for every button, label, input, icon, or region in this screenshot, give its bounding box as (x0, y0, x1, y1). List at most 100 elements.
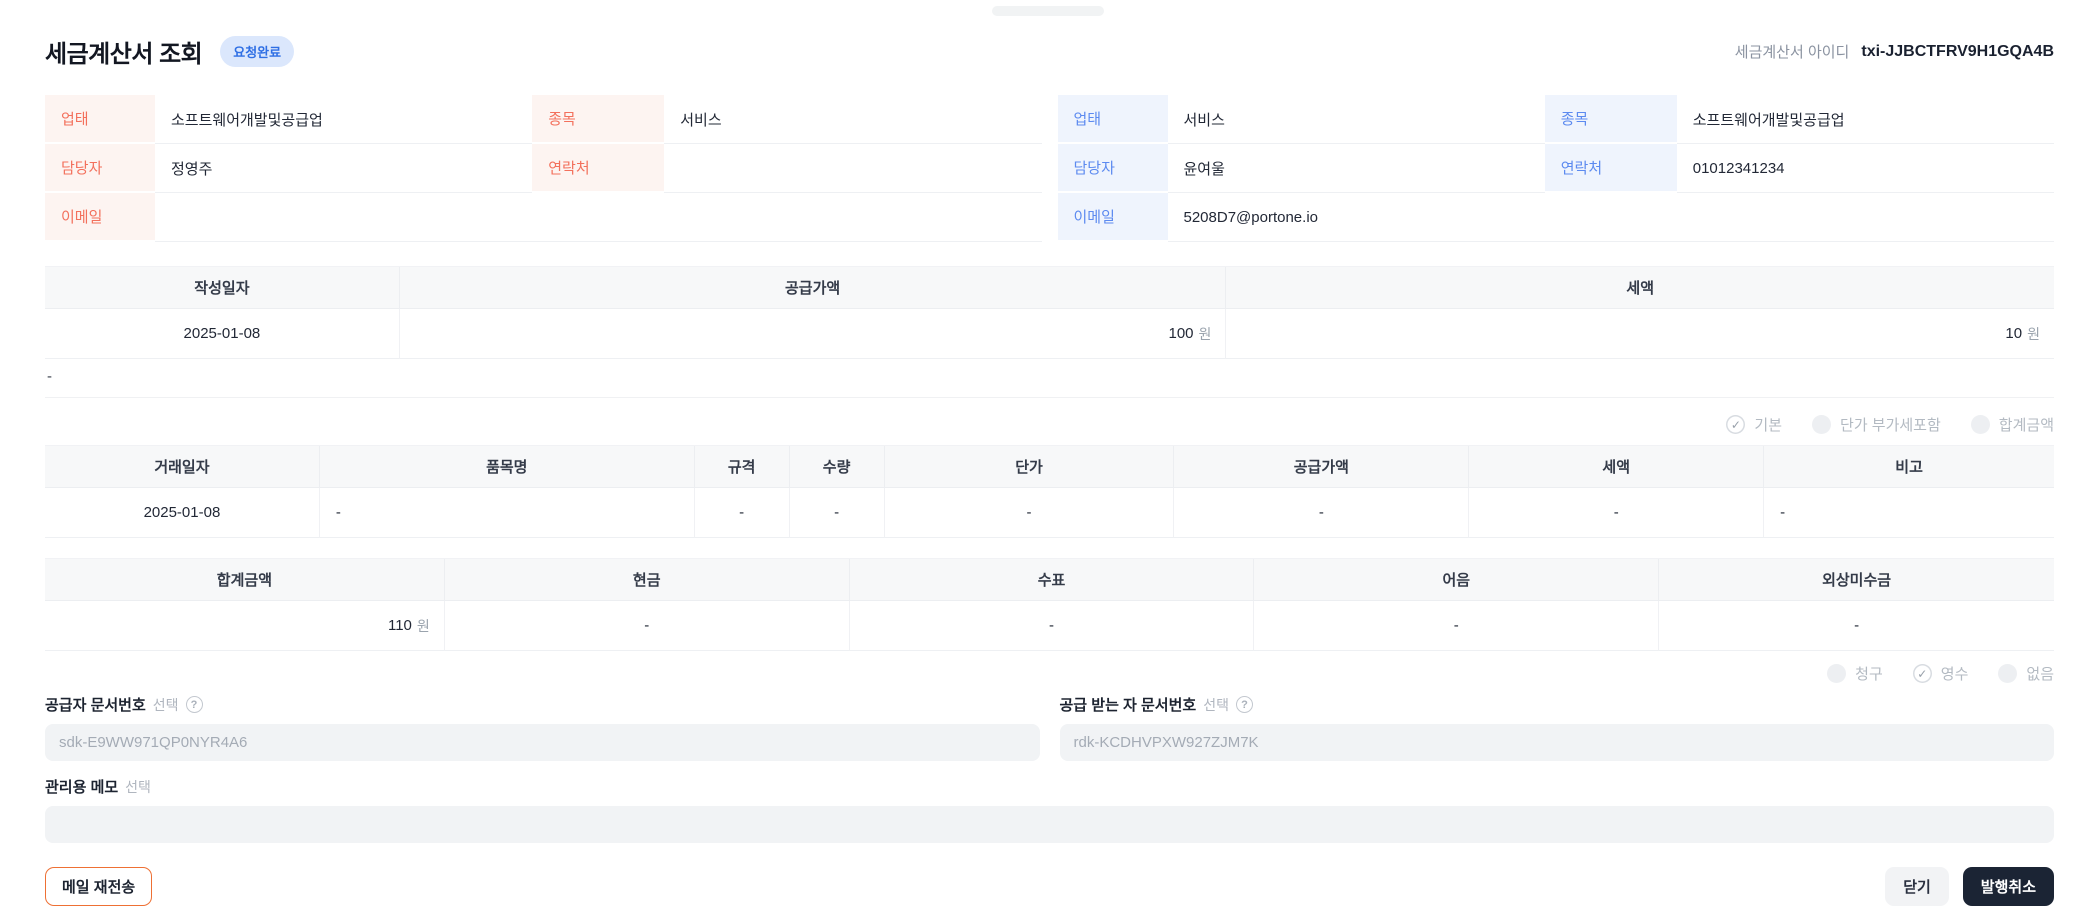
column-header-unit-price: 단가 (884, 446, 1175, 488)
check-icon: ✓ (1917, 666, 1928, 681)
column-header-tax-amount: 세액 (1226, 267, 2054, 309)
memo-field: 관리용 메모 선택 (45, 776, 2054, 843)
close-button[interactable]: 닫기 (1885, 867, 1949, 906)
tax-amount: 10 (2005, 325, 2023, 342)
memo-label: 관리용 메모 (45, 779, 119, 796)
radio-icon: ✓ (1726, 415, 1746, 434)
radio-icon: ✓ (1812, 415, 1832, 434)
table-row: 이메일 5208D7@portone.io (1057, 193, 2054, 242)
table-row: 2025-01-08 - - - - - - - (45, 488, 2054, 538)
radio-icon: ✓ (1827, 664, 1847, 683)
buyer-business-item-label: 종목 (1544, 95, 1677, 144)
invoice-id-group: 세금계산서 아이디 txi-JJBCTFRV9H1GQA4B (1735, 41, 2054, 62)
item-tax: - (1469, 488, 1765, 538)
memo-label-row: 관리용 메모 선택 (45, 776, 2054, 797)
supplier-doc-label-row: 공급자 문서번호 선택 ? (45, 694, 1040, 715)
currency-unit: 원 (416, 617, 430, 634)
receipt-option-invoice: ✓ 청구 (1827, 663, 1883, 684)
memo-input (45, 806, 2054, 843)
section-divider (45, 397, 2054, 398)
column-header-cash: 현금 (444, 559, 850, 601)
receipt-options-group: ✓ 청구 ✓ 영수 ✓ 없음 (45, 663, 2054, 684)
currency-unit: 원 (2027, 325, 2040, 342)
supplier-phone-value (664, 144, 1042, 193)
cancel-issuance-button[interactable]: 발행취소 (1962, 867, 2054, 906)
column-header-supply-amount: 공급가액 (1174, 446, 1470, 488)
status-badge: 요청완료 (220, 36, 295, 67)
invoice-id-value: txi-JJBCTFRV9H1GQA4B (1861, 42, 2054, 60)
recipient-doc-label-row: 공급 받는 자 문서번호 선택 ? (1060, 694, 2055, 715)
invoice-amount-table: 작성일자 공급가액 세액 2025-01-08 100 원 10 원 (45, 266, 2054, 359)
view-options-group: ✓ 기본 ✓ 단가 부가세포함 ✓ 합계금액 (45, 414, 2054, 435)
column-header-item-name: 품목명 (319, 446, 695, 488)
column-header-bill: 어음 (1254, 559, 1660, 601)
buyer-phone-value: 01012341234 (1676, 144, 2054, 193)
optional-tag: 선택 (125, 778, 151, 795)
column-header-credit: 외상미수금 (1659, 559, 2054, 601)
view-option-total-amount: ✓ 합계금액 (1970, 414, 2054, 435)
column-header-note: 비고 (1764, 446, 2054, 488)
total-amount-cell: 110 원 (45, 601, 445, 651)
recipient-doc-label: 공급 받는 자 문서번호 (1059, 697, 1197, 714)
help-icon[interactable]: ? (185, 696, 203, 713)
tax-amount-cell: 10 원 (1226, 309, 2054, 359)
supplier-contact-person-value: 정영주 (155, 144, 533, 193)
table-row: 담당자 윤여울 연락처 01012341234 (1057, 144, 2054, 193)
totals-table: 합계금액 현금 수표 어음 외상미수금 110 원 - - - - (45, 558, 2054, 651)
recipient-doc-input (1059, 724, 2054, 761)
view-option-label: 기본 (1754, 417, 1783, 434)
supplier-business-item-label: 종목 (532, 95, 665, 144)
column-header-tax: 세액 (1469, 446, 1765, 488)
line-items-table: 거래일자 품목명 규격 수량 단가 공급가액 세액 비고 2025-01-08 … (45, 445, 2054, 538)
supplier-doc-field: 공급자 문서번호 선택 ? (45, 694, 1040, 761)
footer-right-buttons: 닫기 발행취소 (1885, 867, 2054, 906)
item-trade-date: 2025-01-08 (45, 488, 320, 538)
table-header-row: 작성일자 공급가액 세액 (45, 267, 2054, 309)
table-row: 이메일 (45, 193, 1042, 242)
receipt-option-label: 영수 (1940, 666, 1969, 683)
help-icon[interactable]: ? (1235, 696, 1253, 713)
supply-amount-cell: 100 원 (399, 309, 1227, 359)
invoice-date: 2025-01-08 (45, 309, 400, 359)
optional-tag: 선택 (1203, 696, 1229, 713)
table-row: 업태 소프트웨어개발및공급업 종목 서비스 (45, 95, 1042, 144)
column-header-supply-amount: 공급가액 (399, 267, 1227, 309)
view-option-label: 합계금액 (1998, 417, 2054, 434)
memo-dash: - (47, 368, 52, 385)
bill-value: - (1254, 601, 1660, 651)
column-header-spec: 규격 (694, 446, 790, 488)
item-supply-amount: - (1174, 488, 1470, 538)
page-title: 세금계산서 조회 (45, 41, 203, 68)
column-header-total: 합계금액 (45, 559, 445, 601)
footer-actions: 메일 재전송 닫기 발행취소 (45, 867, 2054, 906)
buyer-email-label: 이메일 (1057, 193, 1168, 242)
supplier-email-value (155, 193, 1042, 242)
view-option-unit-price-vat: ✓ 단가 부가세포함 (1812, 414, 1941, 435)
table-row: 업태 서비스 종목 소프트웨어개발및공급업 (1057, 95, 2054, 144)
supply-amount: 100 (1168, 325, 1194, 342)
buyer-info-table: 업태 서비스 종목 소프트웨어개발및공급업 담당자 윤여울 연락처 010123… (1057, 95, 2054, 242)
item-note: - (1764, 488, 2054, 538)
buyer-contact-person-value: 윤여울 (1167, 144, 1545, 193)
credit-value: - (1659, 601, 2054, 651)
item-name: - (319, 488, 695, 538)
drag-handle (992, 6, 1104, 16)
cheque-value: - (849, 601, 1255, 651)
item-spec: - (694, 488, 790, 538)
buyer-contact-person-label: 담당자 (1057, 144, 1168, 193)
column-header-quantity: 수량 (789, 446, 885, 488)
radio-icon: ✓ (1912, 664, 1932, 683)
buyer-phone-label: 연락처 (1544, 144, 1677, 193)
receipt-option-receipt: ✓ 영수 (1912, 663, 1969, 684)
table-header-row: 합계금액 현금 수표 어음 외상미수금 (45, 559, 2054, 601)
currency-unit: 원 (1198, 325, 1212, 342)
item-unit-price: - (884, 488, 1175, 538)
table-header-row: 거래일자 품목명 규격 수량 단가 공급가액 세액 비고 (45, 446, 2054, 488)
check-icon: ✓ (1730, 417, 1741, 432)
resend-mail-button[interactable]: 메일 재전송 (45, 867, 153, 906)
supplier-business-item-value: 서비스 (664, 95, 1042, 144)
receipt-option-label: 청구 (1855, 666, 1883, 683)
supplier-phone-label: 연락처 (532, 144, 665, 193)
supplier-info-table: 업태 소프트웨어개발및공급업 종목 서비스 담당자 정영주 연락처 이메일 (45, 95, 1042, 242)
document-number-section: 공급자 문서번호 선택 ? 공급 받는 자 문서번호 선택 ? (45, 694, 2054, 761)
